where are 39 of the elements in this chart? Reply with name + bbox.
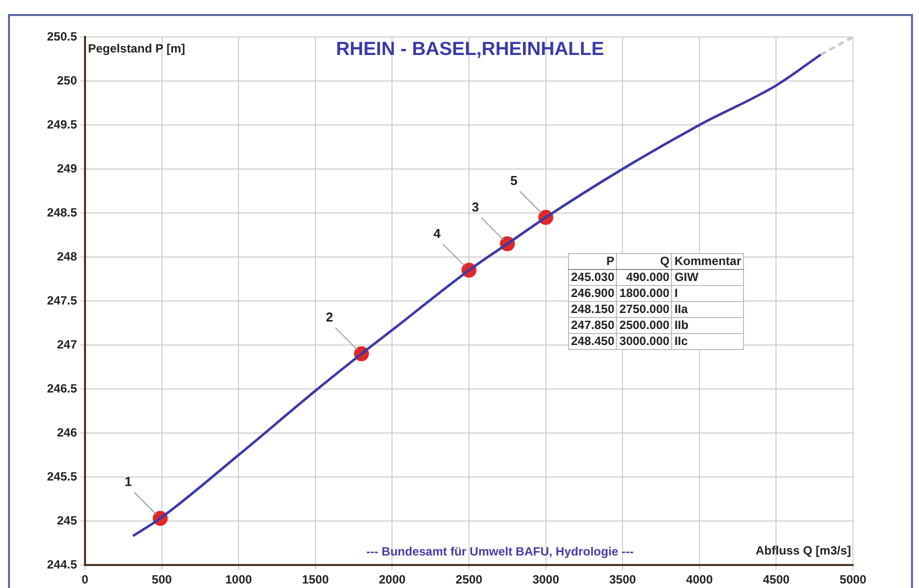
annotation: 4	[433, 226, 442, 241]
y-tick-label: 250	[56, 73, 78, 88]
annotation: --- Bundesamt für Umwelt BAFU, Hydrologie ---	[366, 544, 634, 558]
y-tick-label: 245	[56, 513, 78, 528]
y-tick-label: 249	[56, 161, 78, 176]
x-tick-label: 1500	[302, 572, 330, 587]
y-tick-label: 249.5	[46, 117, 78, 132]
y-tick-label: 245.5	[46, 469, 78, 484]
x-tick-label: 4000	[686, 572, 714, 587]
text: P Q Kommentar	[606, 254, 742, 268]
annotation: 5	[510, 172, 518, 188]
y-tick-label: 250.5	[46, 29, 78, 44]
x-tick-label: 2000	[378, 572, 406, 587]
y-axis-title: Pegelstand P [m]	[88, 41, 186, 56]
y-tick-label: 247.5	[46, 293, 78, 308]
y-tick-label: 246	[56, 425, 78, 440]
annotation: 3	[472, 199, 480, 214]
annotation: 246.900 1800.000 I	[570, 286, 679, 302]
x-tick-label: 4500	[762, 572, 790, 587]
x-tick-label: 2500	[456, 572, 483, 587]
y-tick-label: 246.5	[46, 381, 78, 396]
annotation: 248.150 2750.000 IIa	[570, 302, 689, 318]
annotation: 1	[124, 474, 132, 489]
chart-title: RHEIN - BASEL,RHEINHALLE	[336, 39, 604, 60]
y-tick-label: 248	[56, 249, 78, 264]
x-axis-title: Abfluss Q [m3/s]	[756, 543, 851, 558]
x-tick-label: 3000	[532, 572, 560, 587]
y-tick-label: 247	[56, 337, 78, 352]
annotation: 248.450 3000.000 IIc	[570, 334, 689, 350]
x-tick-label: 5000	[840, 572, 867, 587]
x-tick-label: 0	[82, 572, 89, 587]
y-tick-label: 244.5	[46, 557, 78, 572]
annotation: 245.030 490.000 GIW	[570, 270, 700, 286]
annotation: 247.850 2500.000 IIb	[570, 318, 690, 334]
x-tick-label: 1000	[225, 572, 252, 587]
y-tick-label: 248.5	[46, 205, 78, 220]
x-tick-label: 3500	[609, 572, 636, 587]
annotation: 2	[326, 309, 334, 324]
x-tick-label: 500	[152, 572, 172, 587]
